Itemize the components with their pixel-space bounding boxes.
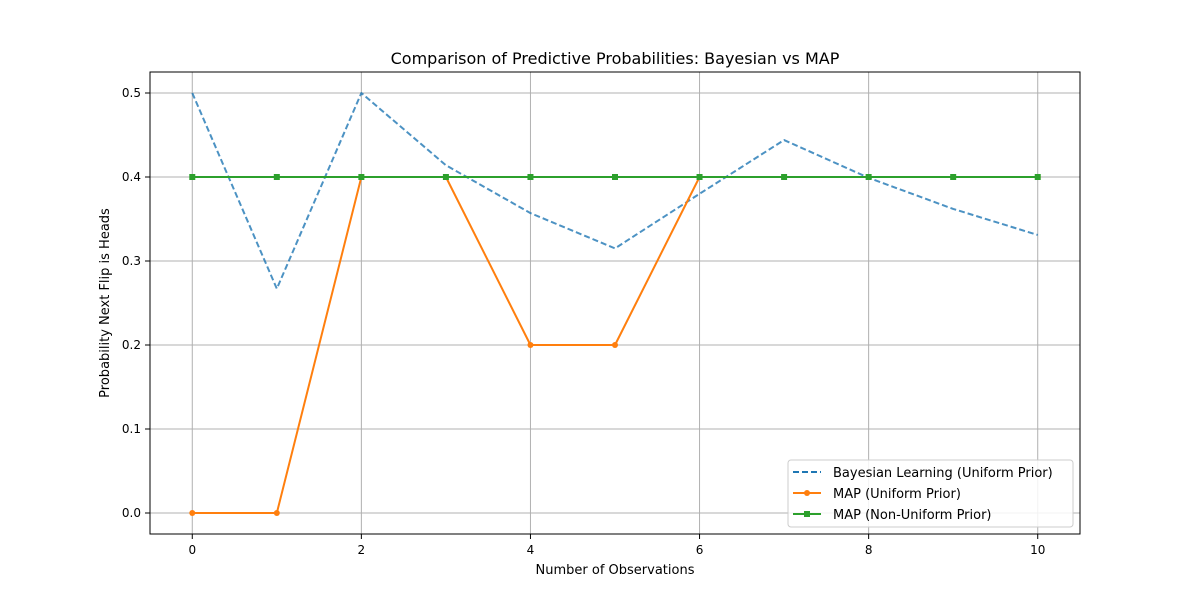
plot-frame xyxy=(149,71,1081,535)
data-point xyxy=(612,342,618,348)
data-point xyxy=(527,174,534,180)
data-point xyxy=(273,510,280,516)
data-point xyxy=(1034,174,1041,180)
y-tick-label: 0.2 xyxy=(122,338,141,352)
x-tick-label: 0 xyxy=(188,543,196,557)
y-tick-label: 0.4 xyxy=(122,170,141,184)
data-point xyxy=(527,342,534,348)
y-tick-label: 0.0 xyxy=(122,506,141,520)
y-tick-label: 0.1 xyxy=(122,422,141,436)
legend-box xyxy=(787,459,1074,528)
data-point xyxy=(358,174,365,180)
x-axis-label: Number of Observations xyxy=(536,563,695,578)
y-tick-label: 0.5 xyxy=(122,86,141,100)
data-point xyxy=(442,174,449,180)
data-point xyxy=(273,174,280,180)
legend-marker-3 xyxy=(804,511,810,517)
legend-label-2: MAP (Uniform Prior) xyxy=(833,487,961,502)
legend-marker-2 xyxy=(804,490,810,496)
data-point xyxy=(950,174,957,180)
x-tick-label: 10 xyxy=(1030,543,1045,557)
data-point xyxy=(696,174,703,180)
x-tick-label: 6 xyxy=(696,543,704,557)
y-axis-label: Probability Next Flip is Heads xyxy=(98,208,113,398)
data-point xyxy=(612,174,618,180)
x-tick-label: 2 xyxy=(358,543,366,557)
data-point xyxy=(781,174,788,180)
chart-title: Comparison of Predictive Probabilities: … xyxy=(391,49,840,68)
legend-label-1: Bayesian Learning (Uniform Prior) xyxy=(833,466,1053,481)
data-point xyxy=(189,510,196,516)
axis-ticks: 0 2 4 6 8 10 0.0 0.1 0.2 0.3 0.4 0.5 xyxy=(122,86,1045,557)
data-point xyxy=(865,174,872,180)
data-point xyxy=(189,174,196,180)
y-tick-label: 0.3 xyxy=(122,254,141,268)
series-3 xyxy=(189,174,1041,180)
x-tick-label: 8 xyxy=(865,543,873,557)
x-tick-label: 4 xyxy=(527,543,535,557)
legend-label-3: MAP (Non-Uniform Prior) xyxy=(833,508,992,523)
series-1 xyxy=(191,92,1039,290)
series-layer xyxy=(189,92,1041,516)
legend: Bayesian Learning (Uniform Prior) MAP (Un… xyxy=(787,459,1074,528)
series-line xyxy=(191,92,1039,290)
